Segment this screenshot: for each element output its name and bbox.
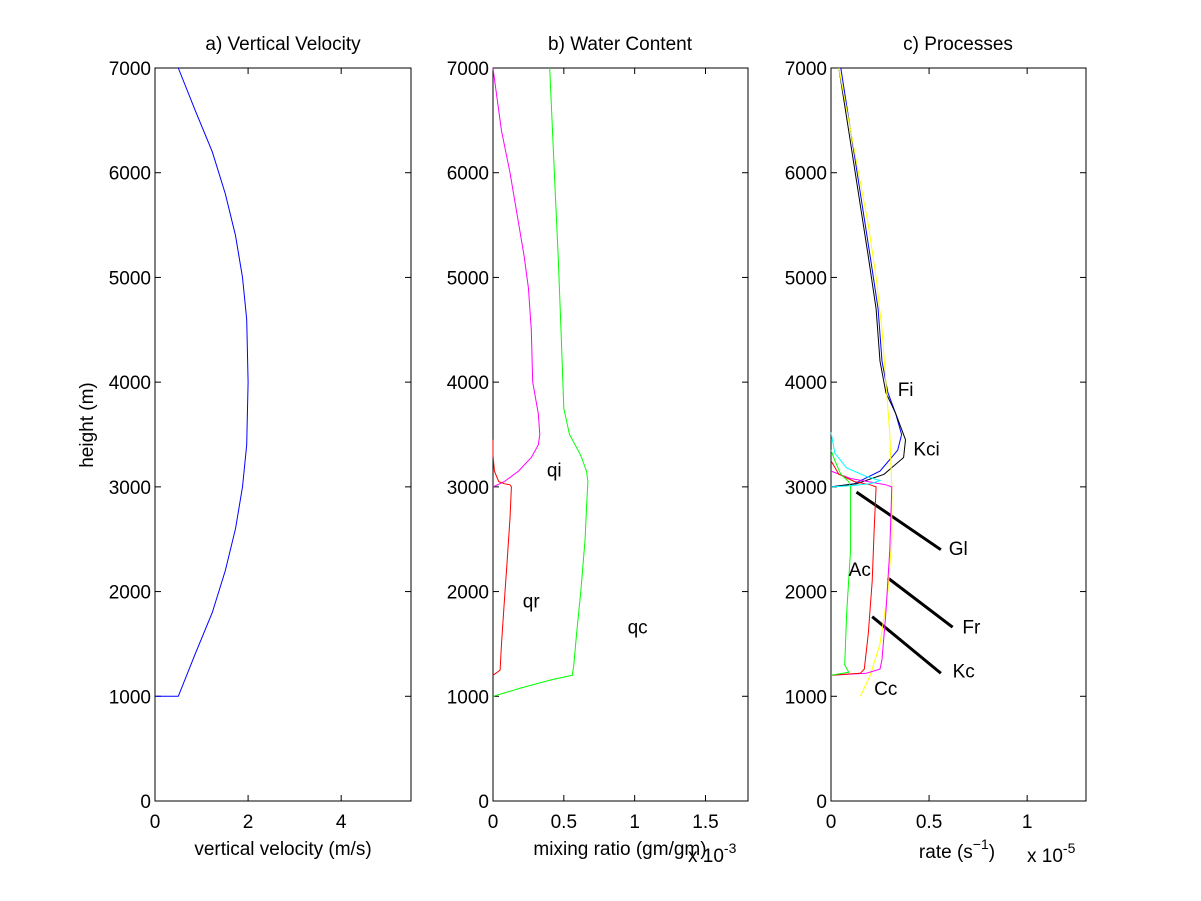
panel-vertical-velocity: a) Vertical Velocity vertical velocity (… <box>109 34 412 860</box>
annotation-label-kci: Kci <box>913 439 939 460</box>
panel-title: b) Water Content <box>548 34 693 55</box>
y-tick-label: 2000 <box>447 583 489 604</box>
y-tick-label: 1000 <box>109 687 151 708</box>
x-exponent-label: x 10-3 <box>688 840 737 867</box>
axis-ticks: 0 0.5 1 1.5 0 1000 2000 3000 4000 5000 6000 7000 <box>447 59 748 833</box>
series-line-fi <box>830 67 903 488</box>
series-line-gl <box>830 432 882 488</box>
pointer-line-fr <box>886 576 954 629</box>
annotation-label-qr: qr <box>523 591 541 612</box>
y-tick-label: 7000 <box>109 59 151 80</box>
axes-frame <box>154 67 412 802</box>
x-tick-label: 0 <box>488 812 499 833</box>
axes-frame <box>492 67 749 802</box>
series-line-qc <box>492 67 589 697</box>
y-tick-label: 7000 <box>785 59 827 80</box>
x-axis-label: vertical velocity (m/s) <box>194 839 371 860</box>
pointer-line-kc <box>871 615 942 675</box>
x-tick-label: 2 <box>243 812 254 833</box>
annotation-pointers <box>855 490 954 675</box>
y-tick-label: 4000 <box>785 373 827 394</box>
panel-processes: c) Processes rate (s−1) x 10-5 0 0.5 1 0 100… <box>785 34 1087 867</box>
plot-annotations: Fi Kci Gl Fr Kc Ac Cc <box>849 380 981 700</box>
axis-ticks: 0 2 4 0 1000 2000 3000 4000 5000 6000 7000 <box>109 59 411 833</box>
series-line-cc <box>838 67 893 697</box>
annotation-label-ac: Ac <box>849 560 871 581</box>
x-tick-label: 0.5 <box>916 812 942 833</box>
y-tick-label: 6000 <box>109 164 151 185</box>
series-line-w <box>155 67 249 697</box>
x-tick-label: 0 <box>150 812 161 833</box>
series-line-fr <box>830 470 893 676</box>
annotation-label-kc: Kc <box>953 661 975 682</box>
y-tick-label: 5000 <box>109 268 151 289</box>
y-tick-label: 4000 <box>447 373 489 394</box>
y-tick-label: 2000 <box>785 583 827 604</box>
y-tick-label: 5000 <box>785 268 827 289</box>
x-tick-label: 1 <box>1022 812 1033 833</box>
y-tick-label: 6000 <box>785 164 827 185</box>
x-tick-label: 1 <box>629 812 640 833</box>
plot-series <box>492 67 589 697</box>
y-tick-label: 3000 <box>109 478 151 499</box>
panel-title: c) Processes <box>903 34 1013 55</box>
pointer-line-gl <box>855 490 942 551</box>
plot-series <box>830 67 907 697</box>
annotation-label-fr: Fr <box>962 617 981 638</box>
plot-annotations: qi qr qc <box>523 460 648 638</box>
y-tick-label: 0 <box>816 792 827 813</box>
panel-water-content: b) Water Content mixing ratio (gm/gm) x … <box>447 34 749 867</box>
y-tick-label: 6000 <box>447 164 489 185</box>
axes-frame <box>830 67 1087 802</box>
y-tick-label: 3000 <box>447 478 489 499</box>
series-line-qr <box>492 439 512 676</box>
series-line-qi <box>492 67 541 488</box>
y-tick-label: 1000 <box>785 687 827 708</box>
annotation-label-qi: qi <box>547 460 562 481</box>
x-exponent-label: x 10-5 <box>1027 840 1076 867</box>
series-line-kci <box>830 67 907 488</box>
series-line-ac <box>830 450 852 676</box>
x-tick-label: 0.5 <box>551 812 577 833</box>
x-tick-label: 0 <box>826 812 837 833</box>
x-axis-label: mixing ratio (gm/gm) <box>533 839 706 860</box>
x-tick-label: 4 <box>336 812 347 833</box>
annotation-label-cc: Cc <box>874 679 897 700</box>
series-line-kc <box>830 460 877 676</box>
y-tick-label: 0 <box>140 792 151 813</box>
figure-ylabel: height (m) <box>77 382 98 468</box>
y-tick-label: 2000 <box>109 583 151 604</box>
y-tick-label: 7000 <box>447 59 489 80</box>
panel-title: a) Vertical Velocity <box>205 34 361 55</box>
annotation-label-fi: Fi <box>898 380 914 401</box>
annotation-label-qc: qc <box>628 617 648 638</box>
y-tick-label: 3000 <box>785 478 827 499</box>
annotation-label-gl: Gl <box>949 539 968 560</box>
y-tick-label: 4000 <box>109 373 151 394</box>
plot-series <box>155 67 249 697</box>
axis-ticks: 0 0.5 1 0 1000 2000 3000 4000 5000 6000 7000 <box>785 59 1086 833</box>
x-tick-label: 1.5 <box>692 812 718 833</box>
y-tick-label: 1000 <box>447 687 489 708</box>
x-axis-label: rate (s−1) <box>919 836 995 863</box>
y-tick-label: 5000 <box>447 268 489 289</box>
y-tick-label: 0 <box>478 792 489 813</box>
